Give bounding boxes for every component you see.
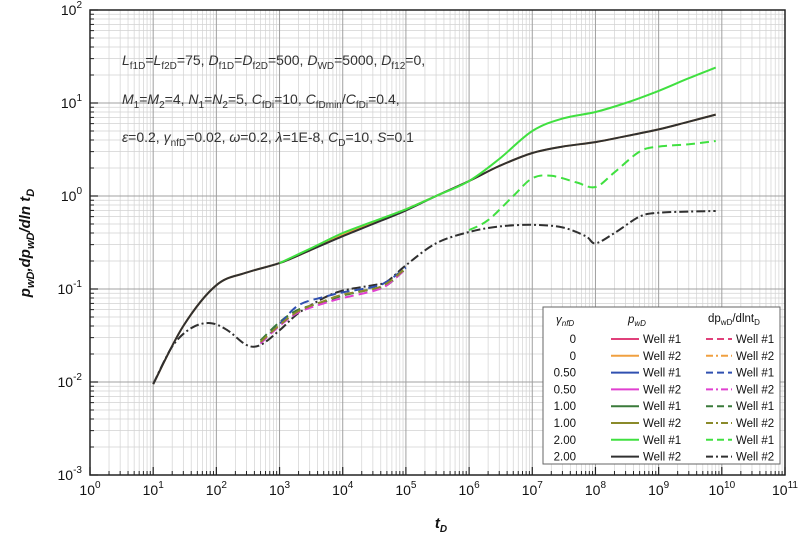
y-axis-title: pwD,dpwD/dln tD	[17, 189, 37, 299]
legend-box	[542, 306, 781, 465]
x-tick-label: 101	[143, 480, 165, 498]
legend-entry: 2.00 Well #1 Well #1	[554, 435, 775, 447]
annotation-line-1: Lf1D=Lf2D=75, Df1D=Df2D=500, DWD=5000, D…	[122, 52, 425, 72]
x-tick-label: 102	[206, 480, 228, 498]
legend-label-pwd: Well #2	[643, 351, 681, 363]
legend-header-dpwd: dpwD/dlntD	[708, 313, 760, 327]
series-line-dpwd-6	[259, 266, 407, 345]
x-tick-label: 107	[522, 480, 544, 498]
legend-gamma-value: 2.00	[554, 435, 576, 447]
plot-frame	[89, 9, 786, 476]
annotation-line-3: ε=0.2, γnfD=0.02, ω=0.2, λ=1E-8, CD=10, …	[122, 129, 414, 149]
legend-label-pwd: Well #2	[643, 418, 681, 430]
series-line-pwd-2	[279, 66, 717, 265]
legend-rows: 0 Well #1 Well #1 0 Well #2 Well #2 0.50 Well #…	[554, 334, 775, 464]
x-tick-label: 103	[269, 480, 291, 498]
y-tick-label: 100	[61, 186, 83, 204]
legend-entry: 1.00 Well #1 Well #1	[554, 401, 775, 413]
series-line-dpwd-7	[259, 268, 407, 345]
legend-gamma-value: 0.50	[554, 384, 576, 396]
y-tick-label: 10-1	[58, 279, 83, 297]
y-tick-label: 101	[61, 93, 83, 111]
x-tick-label: 105	[395, 480, 417, 498]
legend-label-dpwd: Well #2	[736, 452, 774, 464]
legend-entry: 1.00 Well #2 Well #2	[554, 418, 775, 430]
y-tick-label: 102	[61, 0, 83, 18]
legend-gamma-value: 1.00	[554, 401, 576, 413]
legend-entry: 0.50 Well #2 Well #2	[554, 384, 775, 396]
y-tick-label: 10-3	[58, 465, 83, 483]
legend-entry: 0.50 Well #1 Well #1	[554, 368, 775, 380]
legend-label-pwd: Well #1	[643, 401, 681, 413]
annotation-line-2: M1=M2=4, N1=N2=5, CfDi=10, CfDmin/CfDi=0…	[122, 91, 400, 111]
legend-label-dpwd: Well #1	[736, 401, 774, 413]
legend-gamma-value: 1.00	[554, 418, 576, 430]
legend-label-dpwd: Well #2	[736, 351, 774, 363]
x-tick-label: 108	[585, 480, 607, 498]
legend-gamma-value: 0	[570, 334, 576, 346]
series-layer	[152, 66, 717, 385]
series-line-dpwd-8	[259, 267, 407, 343]
legend-gamma-value: 0	[570, 351, 576, 363]
y-tick-labels: 10-3 10-2 10-1 100 101 102	[58, 0, 83, 483]
legend-label-dpwd: Well #1	[736, 368, 774, 380]
x-tick-label: 104	[332, 480, 354, 498]
x-tick-label: 109	[648, 480, 670, 498]
x-tick-labels: 100 101 102 103 104 105 106 107 108 109 1010 1011	[79, 480, 798, 498]
legend-label-pwd: Well #1	[643, 368, 681, 380]
legend-label-pwd: Well #1	[643, 435, 681, 447]
y-tick-label: 10-2	[58, 372, 83, 390]
legend: γnfD pwD dpwD/dlntD 0 Well #1 Well #10 Well…	[542, 306, 781, 465]
legend-label-dpwd: Well #2	[736, 384, 774, 396]
legend-label-pwd: Well #2	[643, 452, 681, 464]
axis-titles: tD pwD,dpwD/dln tD	[17, 189, 447, 535]
legend-label-pwd: Well #2	[643, 384, 681, 396]
x-tick-label: 106	[459, 480, 481, 498]
x-axis-title: tD	[435, 515, 447, 535]
legend-label-dpwd: Well #2	[736, 418, 774, 430]
x-tick-label: 100	[79, 480, 101, 498]
x-tick-label: 1010	[708, 480, 735, 498]
axis-ticks	[89, 9, 786, 476]
legend-gamma-value: 2.00	[554, 452, 576, 464]
legend-entry: 0 Well #1 Well #1	[570, 334, 775, 346]
parameter-annotation: Lf1D=Lf2D=75, Df1D=Df2D=500, DWD=5000, D…	[122, 52, 425, 149]
legend-gamma-value: 0.50	[554, 368, 576, 380]
legend-label-pwd: Well #1	[643, 334, 681, 346]
legend-entry: 2.00 Well #2 Well #2	[554, 452, 775, 464]
x-tick-label: 1011	[772, 480, 798, 498]
legend-label-dpwd: Well #1	[736, 334, 774, 346]
series-line-dpwd-3	[468, 140, 716, 231]
legend-label-dpwd: Well #1	[736, 435, 774, 447]
legend-entry: 0 Well #2 Well #2	[570, 351, 775, 363]
